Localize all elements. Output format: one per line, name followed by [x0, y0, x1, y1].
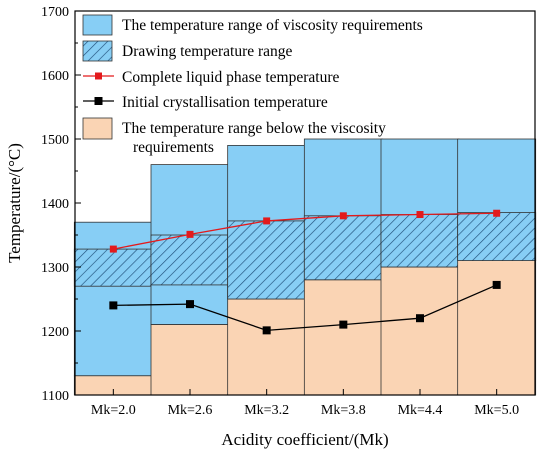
series-line-crystal: [113, 284, 497, 332]
bar-drawing-range: [150, 234, 230, 286]
series-point-crystal: [492, 280, 501, 289]
y-tick-label: 1500: [41, 133, 69, 148]
series-point-crystal: [109, 301, 118, 310]
legend-label-viscosity: The temperature range of viscosity requi…: [122, 17, 423, 34]
series-point-liquid: [493, 209, 501, 217]
legend-swatch-viscosity: [82, 14, 113, 36]
series-point-liquid: [263, 217, 271, 225]
bar-drawing-range: [457, 212, 537, 262]
series-line-liquid: [113, 212, 497, 250]
y-tick-label: 1400: [41, 197, 69, 212]
series-point-crystal: [416, 314, 424, 323]
legend-label-below: The temperature range below the viscosit…: [122, 120, 386, 156]
y-axis-title: Temperature/(°C): [5, 143, 24, 263]
legend-marker-liquid: [95, 72, 102, 80]
bar-below-viscosity: [380, 266, 460, 396]
x-axis-title: Acidity coefficient/(Mk): [221, 430, 388, 449]
legend-label-liquid: Complete liquid phase temperature: [122, 69, 339, 86]
series-point-liquid: [416, 211, 424, 219]
legend-swatch-below: [82, 117, 113, 140]
x-tick-label: Mk=2.0: [91, 403, 136, 418]
bar-below-viscosity: [457, 260, 537, 396]
bar-drawing-range: [73, 248, 153, 287]
bar-below-viscosity: [303, 279, 383, 396]
line-series: [109, 209, 501, 335]
series-point-crystal: [339, 320, 348, 329]
series-point-liquid: [186, 230, 194, 238]
series-point-liquid: [339, 212, 347, 220]
legend-label-below-line2: requirements: [133, 139, 214, 156]
x-tick-label: Mk=4.4: [398, 403, 443, 418]
legend-swatch-drawing: [82, 40, 113, 62]
series-point-crystal: [186, 300, 194, 309]
y-tick-label: 1200: [41, 325, 69, 340]
y-tick-label: 1100: [42, 389, 69, 404]
legend-label-below-line1: The temperature range below the viscosit…: [122, 120, 386, 137]
bar-below-viscosity: [150, 324, 230, 396]
axes: 1100 1200 1300 1400 1500 1600 1700 Mk=2.0 Mk=2.6…: [5, 5, 536, 449]
x-tick-label: Mk=3.2: [244, 403, 289, 418]
x-tick-label: Mk=3.8: [321, 403, 366, 418]
bar-below-viscosity: [227, 298, 307, 396]
series-point-crystal: [262, 326, 271, 335]
y-tick-label: 1700: [41, 5, 69, 20]
bar-drawing-range: [227, 220, 307, 300]
bar-drawing-range: [303, 215, 383, 281]
y-tick-label: 1600: [41, 69, 69, 84]
legend: The temperature range of viscosity requi…: [82, 14, 423, 156]
legend-label-drawing: Drawing temperature range: [122, 43, 293, 60]
legend-marker-crystal: [94, 97, 103, 105]
bars: [73, 138, 537, 396]
x-tick-label: Mk=5.0: [474, 403, 519, 418]
y-tick-label: 1300: [41, 261, 69, 276]
bar-drawing-range: [380, 214, 460, 268]
series-point-liquid: [109, 245, 117, 253]
legend-label-crystal: Initial crystallisation temperature: [122, 94, 328, 111]
x-tick-label: Mk=2.6: [168, 403, 213, 418]
bar-viscosity-range: [73, 221, 153, 377]
